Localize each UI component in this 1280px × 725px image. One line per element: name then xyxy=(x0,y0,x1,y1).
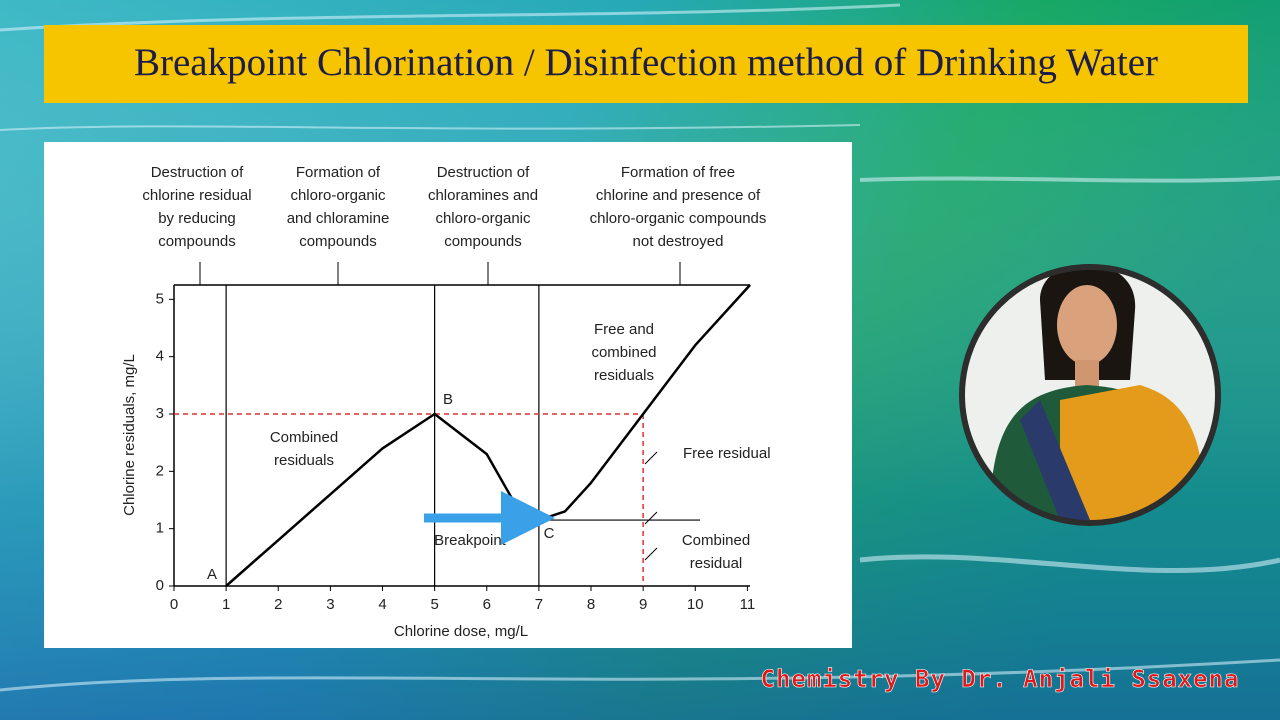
annotation: Combined xyxy=(682,532,750,549)
region-label: Formation of xyxy=(296,164,381,181)
region-label: chlorine and presence of xyxy=(596,187,761,204)
x-tick-label: 10 xyxy=(687,596,704,613)
y-tick-label: 5 xyxy=(156,290,164,307)
y-tick-label: 1 xyxy=(156,520,164,537)
x-tick-label: 0 xyxy=(170,596,178,613)
annotation: Free and xyxy=(594,321,654,338)
x-axis-label: Chlorine dose, mg/L xyxy=(394,623,528,640)
region-label: not destroyed xyxy=(633,233,724,250)
region-label: and chloramine xyxy=(287,210,390,227)
x-tick-label: 5 xyxy=(430,596,438,613)
presenter-photo xyxy=(964,269,1216,521)
photo-frame xyxy=(959,264,1221,526)
region-label: Formation of free xyxy=(621,164,735,181)
y-tick-label: 4 xyxy=(156,348,164,365)
x-tick-label: 9 xyxy=(639,596,647,613)
region-label: compounds xyxy=(444,233,522,250)
x-tick-label: 2 xyxy=(274,596,282,613)
region-label: chlorine residual xyxy=(142,187,251,204)
credit: Chemistry By Dr. Anjali Ssaxena xyxy=(761,665,1240,693)
annotation: Free residual xyxy=(683,445,771,462)
annotation: B xyxy=(443,391,453,408)
y-axis-label: Chlorine residuals, mg/L xyxy=(121,354,138,516)
annotation: residuals xyxy=(274,452,334,469)
x-tick-label: 3 xyxy=(326,596,334,613)
chart-panel xyxy=(44,142,852,648)
y-tick-label: 2 xyxy=(156,462,164,479)
leader xyxy=(644,511,658,525)
x-tick-label: 6 xyxy=(483,596,491,613)
x-tick-label: 4 xyxy=(378,596,386,613)
region-label: Destruction of xyxy=(151,164,244,181)
region-label: chloro-organic compounds xyxy=(590,210,767,227)
chart: 0 1 2 3 4 5 6 7 8 9 10 11 0 1 2 3 4 5 Chlorine dose, mg/L C… xyxy=(121,164,771,640)
leader xyxy=(644,547,658,561)
annotation: residual xyxy=(690,555,743,572)
x-tick-label: 1 xyxy=(222,596,230,613)
slide-title: Breakpoint Chlorination / Disinfection m… xyxy=(134,41,1158,84)
region-label: compounds xyxy=(158,233,236,250)
title-banner xyxy=(44,25,1248,103)
light-streaks xyxy=(0,3,1280,692)
annotation: C xyxy=(544,525,555,542)
region-label: chloro-organic xyxy=(290,187,386,204)
region-label: by reducing xyxy=(158,210,236,227)
annotation: Breakpoint xyxy=(434,532,507,549)
region-label: Destruction of xyxy=(437,164,530,181)
annotation: Combined xyxy=(270,429,338,446)
x-tick-label: 7 xyxy=(535,596,543,613)
region-label: chloramines and xyxy=(428,187,538,204)
annotation: combined xyxy=(591,344,656,361)
x-tick-label: 8 xyxy=(587,596,595,613)
region-label: chloro-organic xyxy=(435,210,531,227)
x-tick-label: 11 xyxy=(740,596,756,613)
annotation: residuals xyxy=(594,367,654,384)
y-tick-label: 3 xyxy=(156,405,164,422)
region-label: compounds xyxy=(299,233,377,250)
leader xyxy=(644,451,658,465)
y-tick-label: 0 xyxy=(156,577,164,594)
annotation: A xyxy=(207,566,217,583)
